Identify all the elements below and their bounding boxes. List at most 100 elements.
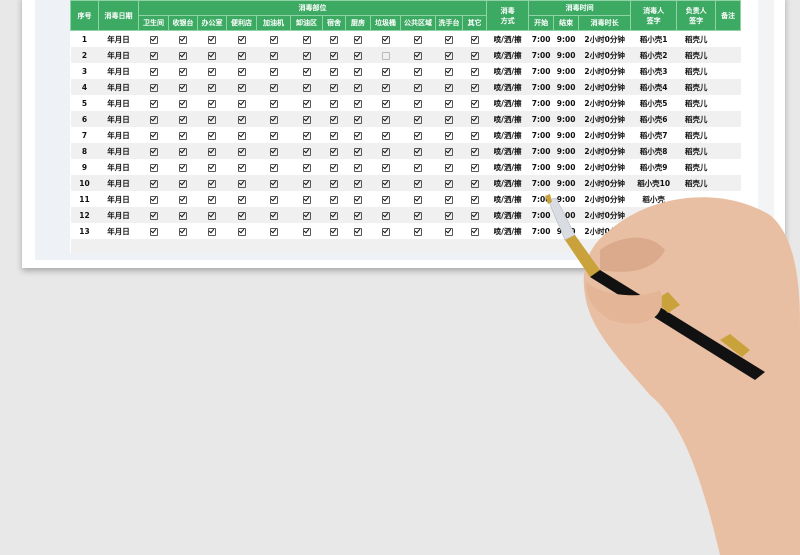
checked-checkbox[interactable] bbox=[445, 67, 453, 76]
checked-checkbox[interactable] bbox=[149, 179, 158, 188]
checked-checkbox[interactable] bbox=[179, 99, 187, 108]
checked-checkbox[interactable] bbox=[445, 195, 453, 204]
checked-checkbox[interactable] bbox=[179, 163, 187, 172]
checked-checkbox[interactable] bbox=[445, 115, 453, 124]
checked-checkbox[interactable] bbox=[330, 131, 338, 140]
checked-checkbox[interactable] bbox=[330, 163, 338, 172]
checked-checkbox[interactable] bbox=[237, 147, 246, 156]
checked-checkbox[interactable] bbox=[269, 211, 278, 220]
checked-checkbox[interactable] bbox=[208, 195, 216, 204]
checked-checkbox[interactable] bbox=[445, 227, 453, 236]
checked-checkbox[interactable] bbox=[354, 99, 362, 108]
checked-checkbox[interactable] bbox=[179, 115, 187, 124]
checked-checkbox[interactable] bbox=[208, 99, 216, 108]
checked-checkbox[interactable] bbox=[237, 211, 246, 220]
checked-checkbox[interactable] bbox=[269, 115, 278, 124]
checked-checkbox[interactable] bbox=[381, 163, 390, 172]
checked-checkbox[interactable] bbox=[354, 179, 362, 188]
checked-checkbox[interactable] bbox=[470, 99, 479, 108]
checked-checkbox[interactable] bbox=[354, 67, 362, 76]
checked-checkbox[interactable] bbox=[414, 227, 422, 236]
checked-checkbox[interactable] bbox=[445, 147, 453, 156]
checked-checkbox[interactable] bbox=[269, 131, 278, 140]
checked-checkbox[interactable] bbox=[381, 115, 390, 124]
checked-checkbox[interactable] bbox=[354, 115, 362, 124]
checked-checkbox[interactable] bbox=[208, 83, 216, 92]
checked-checkbox[interactable] bbox=[149, 195, 158, 204]
checked-checkbox[interactable] bbox=[302, 131, 311, 140]
checked-checkbox[interactable] bbox=[208, 147, 216, 156]
checked-checkbox[interactable] bbox=[237, 51, 246, 60]
checked-checkbox[interactable] bbox=[179, 179, 187, 188]
checked-checkbox[interactable] bbox=[445, 179, 453, 188]
checked-checkbox[interactable] bbox=[302, 51, 311, 60]
checked-checkbox[interactable] bbox=[470, 35, 479, 44]
checked-checkbox[interactable] bbox=[414, 83, 422, 92]
checked-checkbox[interactable] bbox=[302, 195, 311, 204]
checked-checkbox[interactable] bbox=[149, 227, 158, 236]
checked-checkbox[interactable] bbox=[470, 163, 479, 172]
checked-checkbox[interactable] bbox=[414, 179, 422, 188]
checked-checkbox[interactable] bbox=[414, 211, 422, 220]
checked-checkbox[interactable] bbox=[208, 115, 216, 124]
checked-checkbox[interactable] bbox=[237, 179, 246, 188]
checked-checkbox[interactable] bbox=[237, 99, 246, 108]
checked-checkbox[interactable] bbox=[470, 195, 479, 204]
checked-checkbox[interactable] bbox=[269, 35, 278, 44]
checked-checkbox[interactable] bbox=[302, 115, 311, 124]
checked-checkbox[interactable] bbox=[302, 179, 311, 188]
checked-checkbox[interactable] bbox=[149, 35, 158, 44]
checked-checkbox[interactable] bbox=[237, 131, 246, 140]
checked-checkbox[interactable] bbox=[179, 51, 187, 60]
checked-checkbox[interactable] bbox=[445, 99, 453, 108]
checked-checkbox[interactable] bbox=[269, 83, 278, 92]
checked-checkbox[interactable] bbox=[208, 131, 216, 140]
checked-checkbox[interactable] bbox=[470, 83, 479, 92]
checked-checkbox[interactable] bbox=[302, 147, 311, 156]
checked-checkbox[interactable] bbox=[470, 147, 479, 156]
checked-checkbox[interactable] bbox=[354, 131, 362, 140]
checked-checkbox[interactable] bbox=[414, 99, 422, 108]
checked-checkbox[interactable] bbox=[330, 51, 338, 60]
checked-checkbox[interactable] bbox=[414, 195, 422, 204]
checked-checkbox[interactable] bbox=[381, 195, 390, 204]
checked-checkbox[interactable] bbox=[470, 131, 479, 140]
checked-checkbox[interactable] bbox=[330, 227, 338, 236]
checked-checkbox[interactable] bbox=[208, 35, 216, 44]
checked-checkbox[interactable] bbox=[149, 115, 158, 124]
checked-checkbox[interactable] bbox=[149, 83, 158, 92]
checked-checkbox[interactable] bbox=[330, 67, 338, 76]
checked-checkbox[interactable] bbox=[445, 35, 453, 44]
checked-checkbox[interactable] bbox=[179, 195, 187, 204]
checked-checkbox[interactable] bbox=[354, 83, 362, 92]
checked-checkbox[interactable] bbox=[302, 35, 311, 44]
checked-checkbox[interactable] bbox=[381, 147, 390, 156]
checked-checkbox[interactable] bbox=[414, 147, 422, 156]
checked-checkbox[interactable] bbox=[330, 179, 338, 188]
checked-checkbox[interactable] bbox=[269, 99, 278, 108]
checked-checkbox[interactable] bbox=[330, 211, 338, 220]
checked-checkbox[interactable] bbox=[179, 131, 187, 140]
checked-checkbox[interactable] bbox=[354, 195, 362, 204]
checked-checkbox[interactable] bbox=[381, 67, 390, 76]
checked-checkbox[interactable] bbox=[149, 51, 158, 60]
checked-checkbox[interactable] bbox=[381, 131, 390, 140]
checked-checkbox[interactable] bbox=[381, 35, 390, 44]
checked-checkbox[interactable] bbox=[237, 35, 246, 44]
checked-checkbox[interactable] bbox=[470, 211, 479, 220]
checked-checkbox[interactable] bbox=[237, 163, 246, 172]
checked-checkbox[interactable] bbox=[302, 83, 311, 92]
checked-checkbox[interactable] bbox=[179, 227, 187, 236]
checked-checkbox[interactable] bbox=[302, 211, 311, 220]
checked-checkbox[interactable] bbox=[445, 163, 453, 172]
checked-checkbox[interactable] bbox=[381, 99, 390, 108]
checked-checkbox[interactable] bbox=[208, 67, 216, 76]
checked-checkbox[interactable] bbox=[381, 211, 390, 220]
checked-checkbox[interactable] bbox=[149, 99, 158, 108]
checked-checkbox[interactable] bbox=[149, 67, 158, 76]
checked-checkbox[interactable] bbox=[354, 51, 362, 60]
checked-checkbox[interactable] bbox=[470, 115, 479, 124]
checked-checkbox[interactable] bbox=[302, 163, 311, 172]
checked-checkbox[interactable] bbox=[269, 195, 278, 204]
checked-checkbox[interactable] bbox=[414, 131, 422, 140]
